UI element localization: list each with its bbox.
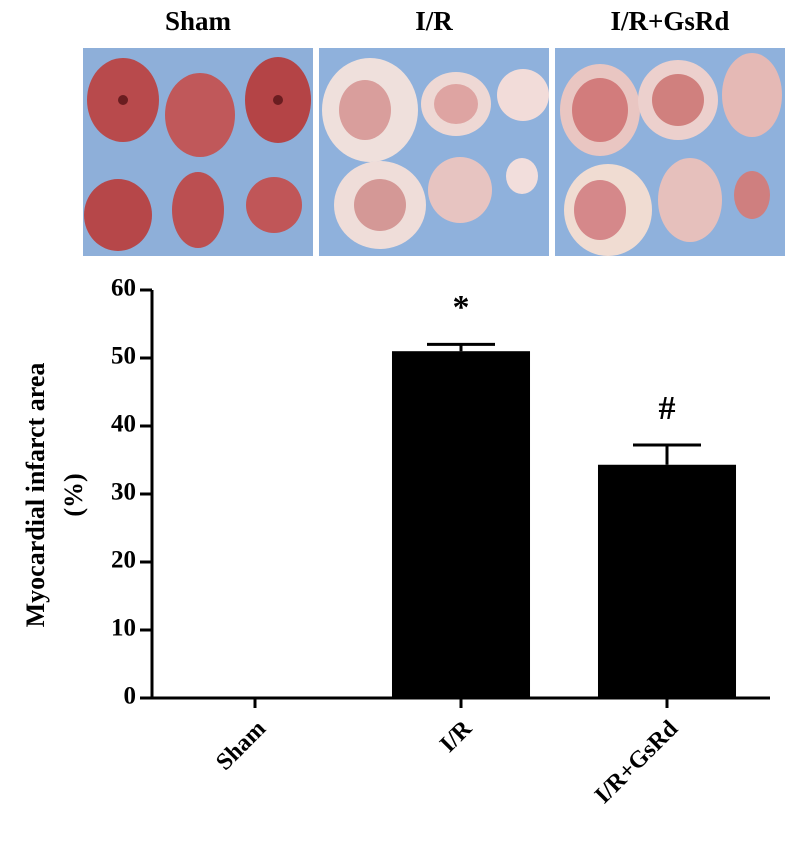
- y-tick-label: 30: [111, 479, 136, 506]
- photo-label: I/R: [415, 6, 453, 36]
- x-tick-label: I/R+GsRd: [590, 715, 684, 809]
- y-axis-label: (%): [59, 473, 88, 516]
- bar: [597, 464, 737, 698]
- y-tick-label: 20: [111, 547, 136, 574]
- y-axis-label: Myocardial infarct area: [21, 363, 50, 628]
- photo-ir-gsrd: [555, 48, 785, 256]
- annotation: *: [453, 289, 470, 326]
- y-tick-label: 50: [111, 343, 136, 370]
- bar: [391, 351, 531, 698]
- y-tick-label: 40: [111, 411, 136, 438]
- photo-label: I/R+GsRd: [611, 6, 730, 36]
- error-bar: [427, 342, 495, 352]
- y-tick-label: 0: [124, 683, 137, 710]
- chart: Myocardial infarct area (%) 0 10 20 30 40 50 6…: [21, 275, 770, 809]
- y-tick-label: 10: [111, 615, 136, 642]
- error-bar: [633, 443, 701, 465]
- x-tick-label: I/R: [435, 715, 477, 757]
- x-tick-label: Sham: [211, 716, 271, 776]
- photo-ir: [319, 48, 549, 256]
- photo-panels: Sham I/R I/R+GsRd: [83, 6, 785, 256]
- y-tick-label: 60: [111, 275, 136, 302]
- annotation: #: [659, 390, 676, 427]
- photo-sham: [83, 48, 313, 256]
- photo-label: Sham: [165, 6, 232, 36]
